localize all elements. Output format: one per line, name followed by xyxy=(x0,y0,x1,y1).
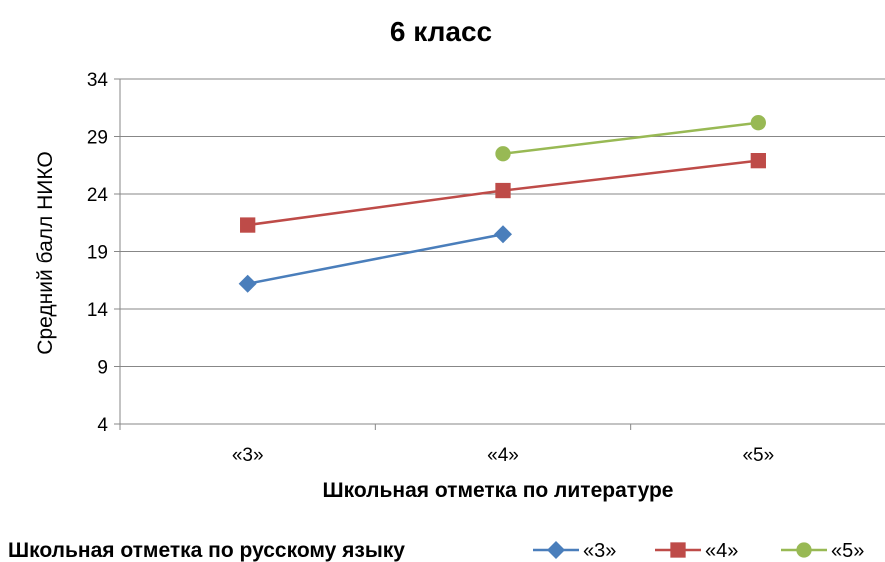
legend-marker-3 xyxy=(796,542,812,558)
y-tick-label: 4 xyxy=(97,415,108,436)
data-point-series-3 xyxy=(750,115,766,131)
y-axis-title: Средний балл НИКО xyxy=(34,151,57,354)
axes xyxy=(114,78,885,430)
data-point-series-2 xyxy=(750,153,766,169)
y-tick-label: 29 xyxy=(87,128,108,149)
x-tick-label: «4» xyxy=(487,445,519,466)
chart-title: 6 класс xyxy=(390,16,492,47)
legend-marker-1 xyxy=(547,541,565,559)
data-point-series-2 xyxy=(240,217,256,233)
x-tick-labels: «3» «4» «5» xyxy=(232,445,774,466)
series-markers xyxy=(238,115,766,293)
y-tick-label: 19 xyxy=(87,243,108,264)
y-tick-label: 9 xyxy=(97,358,108,379)
legend: «3» «4» «5» xyxy=(533,540,864,562)
y-tick-label: 24 xyxy=(87,185,109,206)
legend-label-2: «4» xyxy=(705,540,738,562)
legend-marker-2 xyxy=(670,542,686,558)
data-point-series-2 xyxy=(495,182,511,199)
x-tick-label: «5» xyxy=(742,445,774,466)
data-point-series-1 xyxy=(494,225,512,244)
legend-label-3: «5» xyxy=(831,540,864,562)
y-tick-label: 34 xyxy=(87,70,109,91)
data-point-series-1 xyxy=(238,274,257,293)
series-line-3 xyxy=(502,121,759,155)
y-tick-label: 14 xyxy=(87,300,109,321)
x-axis-title: Школьная отметка по литературе xyxy=(323,479,674,502)
y-tick-labels: 4 9 14 19 24 29 34 xyxy=(87,70,109,436)
data-point-series-3 xyxy=(495,146,511,162)
gridlines xyxy=(120,78,885,367)
x-tick-label: «3» xyxy=(232,445,264,466)
legend-title: Школьная отметка по русскому языку xyxy=(8,539,405,562)
legend-label-1: «3» xyxy=(583,540,616,562)
series-line-1 xyxy=(247,233,504,285)
